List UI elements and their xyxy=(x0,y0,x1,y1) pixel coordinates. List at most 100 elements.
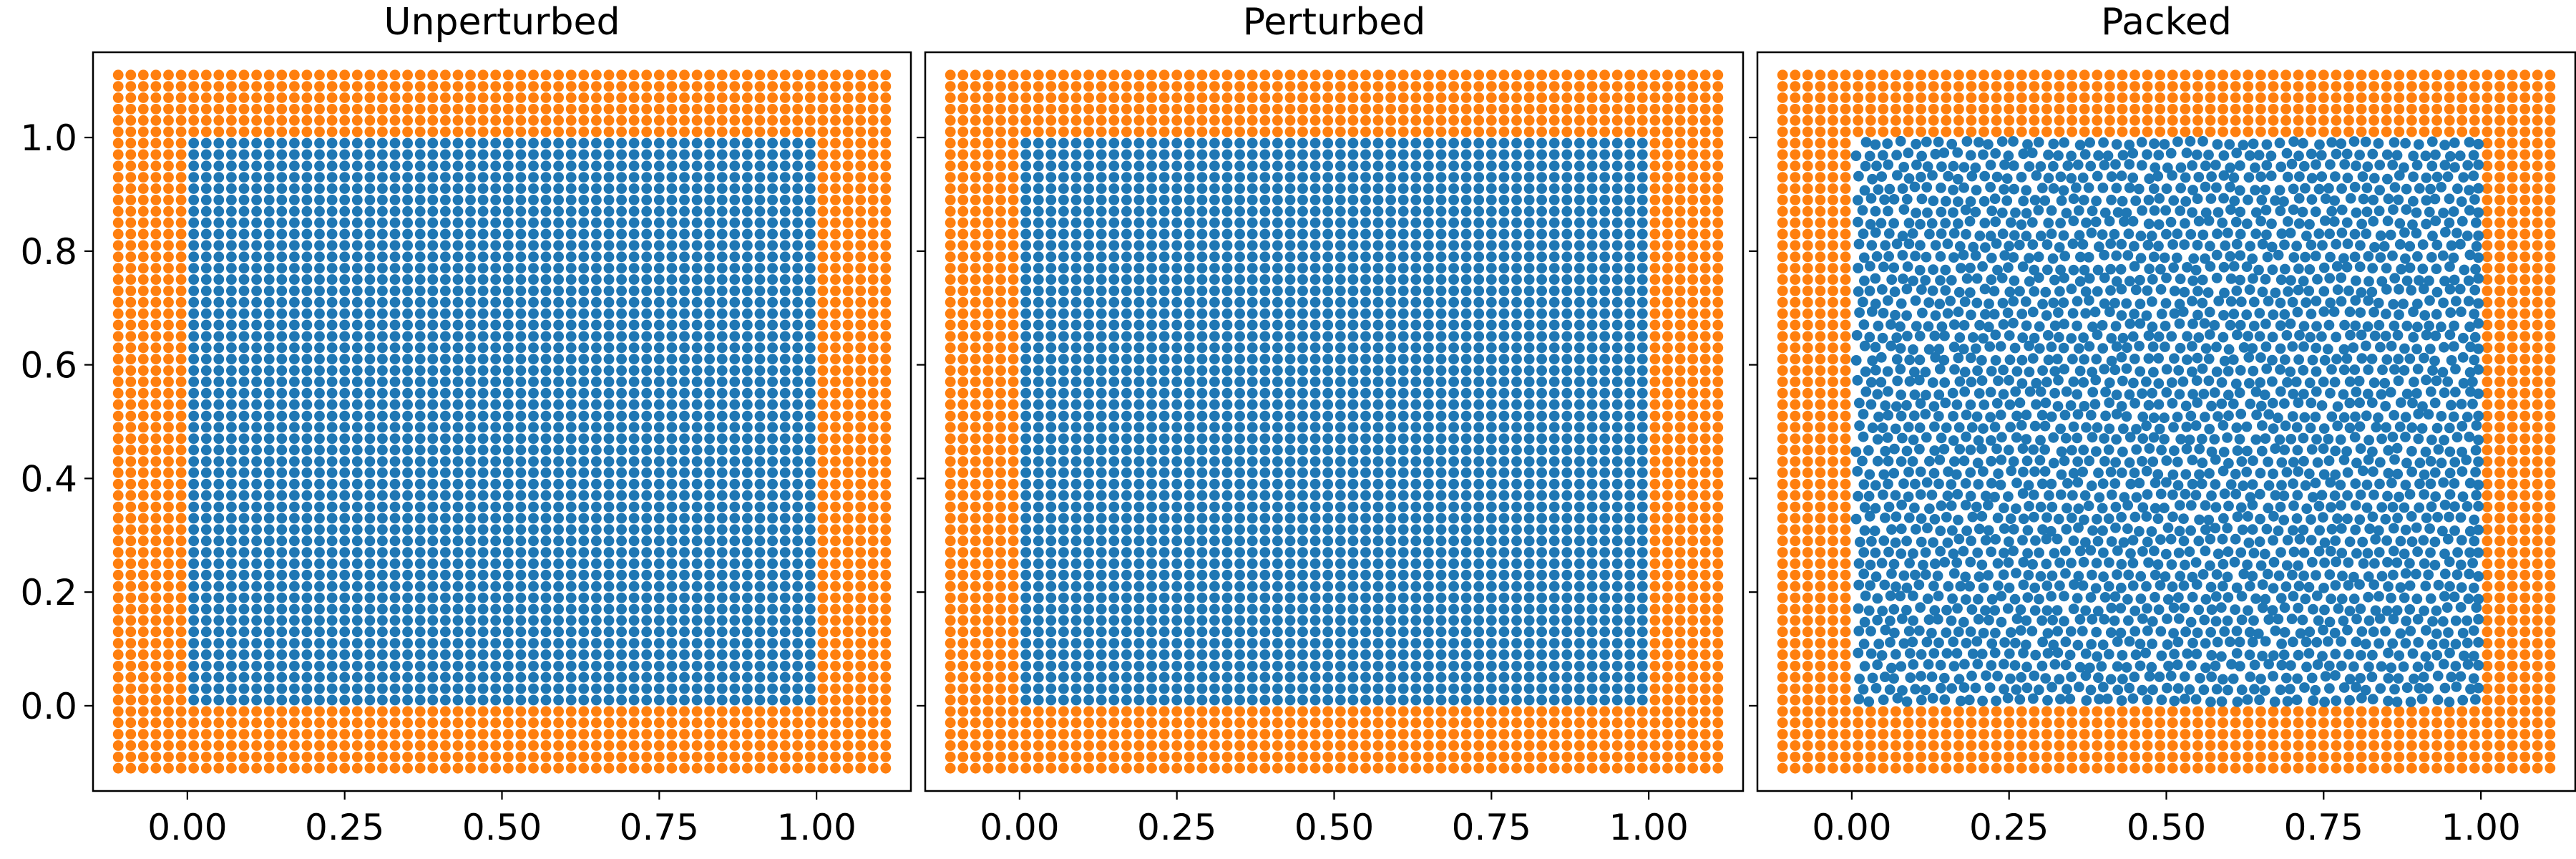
interior-point xyxy=(528,410,539,422)
boundary-point xyxy=(817,535,829,547)
boundary-point xyxy=(1008,183,1019,194)
boundary-point xyxy=(945,762,956,774)
interior-point xyxy=(716,354,728,365)
boundary-point xyxy=(188,92,200,103)
boundary-point xyxy=(163,433,174,445)
boundary-point xyxy=(1008,445,1019,456)
interior-point xyxy=(188,354,200,365)
interior-point xyxy=(767,308,778,319)
boundary-point xyxy=(1008,671,1019,683)
boundary-point xyxy=(1511,81,1522,92)
boundary-point xyxy=(1246,104,1258,115)
interior-point xyxy=(628,331,640,342)
interior-point xyxy=(402,172,413,183)
interior-point xyxy=(213,694,225,706)
boundary-point xyxy=(289,126,300,137)
boundary-point xyxy=(729,69,741,81)
interior-point xyxy=(251,569,262,581)
boundary-point xyxy=(842,126,854,137)
boundary-point xyxy=(970,126,981,137)
interior-point xyxy=(502,195,514,205)
interior-point xyxy=(213,399,225,410)
interior-point xyxy=(729,354,741,365)
interior-point xyxy=(540,478,552,490)
boundary-point xyxy=(970,422,981,433)
boundary-point xyxy=(402,104,413,115)
boundary-point xyxy=(830,569,841,581)
boundary-point xyxy=(830,490,841,501)
interior-point xyxy=(200,240,212,251)
interior-point xyxy=(251,615,262,626)
interior-point xyxy=(326,490,338,501)
boundary-point xyxy=(465,126,476,137)
interior-point xyxy=(729,547,741,558)
boundary-point xyxy=(540,762,552,774)
boundary-point xyxy=(1423,706,1434,717)
boundary-point xyxy=(1058,740,1069,751)
interior-point xyxy=(213,137,225,149)
boundary-point xyxy=(1209,92,1220,103)
interior-point xyxy=(515,286,527,296)
boundary-point xyxy=(830,581,841,592)
boundary-point xyxy=(842,615,854,626)
interior-point xyxy=(213,296,225,308)
interior-point xyxy=(213,456,225,467)
boundary-point xyxy=(945,263,956,274)
boundary-point xyxy=(1423,81,1434,92)
boundary-point xyxy=(641,729,653,739)
interior-point xyxy=(792,354,804,365)
boundary-point xyxy=(880,354,892,365)
boundary-point xyxy=(1460,92,1472,103)
boundary-point xyxy=(1636,104,1648,115)
boundary-point xyxy=(112,569,124,581)
boundary-point xyxy=(779,717,791,729)
boundary-point xyxy=(729,752,741,762)
boundary-point xyxy=(163,524,174,535)
boundary-point xyxy=(1397,729,1409,739)
interior-point xyxy=(779,365,791,376)
interior-point xyxy=(440,615,451,626)
interior-point xyxy=(729,217,741,228)
boundary-point xyxy=(1309,92,1321,103)
boundary-point xyxy=(628,729,640,739)
boundary-point xyxy=(427,92,439,103)
interior-point xyxy=(704,319,715,331)
boundary-point xyxy=(1649,661,1661,671)
interior-point xyxy=(641,342,653,354)
interior-point xyxy=(402,149,413,160)
interior-point xyxy=(213,638,225,649)
interior-point xyxy=(565,603,577,615)
interior-point xyxy=(452,217,464,228)
boundary-point xyxy=(945,377,956,387)
interior-point xyxy=(779,501,791,513)
boundary-point xyxy=(970,387,981,399)
interior-point xyxy=(200,377,212,387)
boundary-point xyxy=(427,115,439,126)
interior-point xyxy=(226,569,237,581)
boundary-point xyxy=(1234,69,1245,81)
interior-point xyxy=(490,433,502,445)
interior-point xyxy=(591,399,602,410)
boundary-point xyxy=(1649,286,1661,296)
interior-point xyxy=(200,365,212,376)
interior-point xyxy=(540,377,552,387)
interior-point xyxy=(679,387,690,399)
boundary-point xyxy=(1259,115,1271,126)
boundary-point xyxy=(1309,69,1321,81)
boundary-point xyxy=(855,603,867,615)
boundary-point xyxy=(1020,126,1032,137)
interior-point xyxy=(351,569,363,581)
interior-point xyxy=(502,228,514,240)
interior-point xyxy=(301,319,313,331)
interior-point xyxy=(301,377,313,387)
boundary-point xyxy=(729,729,741,739)
boundary-point xyxy=(326,740,338,751)
interior-point xyxy=(490,251,502,263)
interior-point xyxy=(490,331,502,342)
boundary-point xyxy=(477,92,489,103)
boundary-point xyxy=(867,274,879,285)
interior-point xyxy=(767,490,778,501)
interior-point xyxy=(502,365,514,376)
boundary-point xyxy=(591,126,602,137)
interior-point xyxy=(414,694,426,706)
